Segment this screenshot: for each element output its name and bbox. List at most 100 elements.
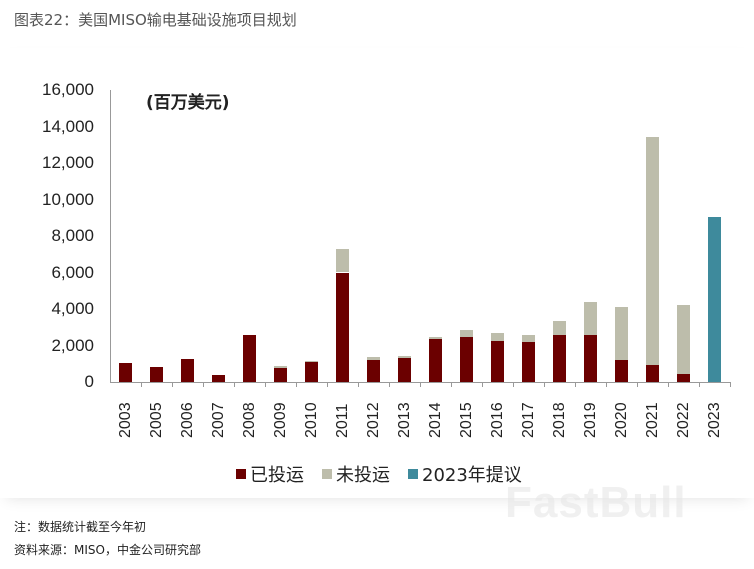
bar-segment — [429, 337, 442, 340]
bar-segment — [243, 334, 256, 382]
x-tick — [699, 382, 700, 387]
x-tick-label: 2021 — [643, 402, 661, 438]
y-tick-label: 16,000 — [42, 80, 94, 99]
x-tick — [513, 382, 514, 387]
bar-segment — [119, 362, 132, 382]
x-tick — [203, 382, 204, 387]
x-tick-label: 2017 — [519, 402, 537, 438]
bar-segment — [615, 360, 628, 382]
x-tick — [420, 382, 421, 387]
legend: 已投运 未投运 2023年提议 — [236, 461, 522, 487]
y-tick-label: 2,000 — [51, 335, 94, 355]
bar-segment — [460, 329, 473, 338]
bar-segment — [708, 216, 721, 382]
x-tick — [141, 382, 142, 387]
x-tick — [172, 382, 173, 387]
bar-segment — [367, 357, 380, 361]
bar-segment — [460, 337, 473, 382]
bar-segment — [491, 332, 504, 341]
bar-segment — [646, 364, 659, 382]
x-tick-label: 2011 — [333, 403, 351, 438]
bar-segment — [336, 248, 349, 273]
bar-segment — [584, 334, 597, 382]
x-tick — [234, 382, 235, 387]
x-tick-label: 2003 — [116, 402, 134, 438]
bar-segment — [553, 320, 566, 336]
legend-item-not-commissioned: 未投运 — [322, 461, 390, 487]
bar-segment — [522, 334, 535, 342]
unit-label: (百万美元) — [146, 93, 230, 113]
bar-segment — [367, 360, 380, 382]
legend-swatch — [408, 469, 418, 479]
bar-segment — [677, 373, 690, 382]
x-tick-label: 2022 — [674, 402, 692, 438]
x-tick — [358, 382, 359, 387]
x-tick — [668, 382, 669, 387]
x-tick-label: 2012 — [364, 402, 382, 438]
y-tick-label: 0 — [84, 372, 94, 391]
x-tick — [296, 382, 297, 387]
y-tick-label: 8,000 — [51, 226, 94, 245]
x-tick — [575, 382, 576, 387]
bar-segment — [522, 341, 535, 382]
x-tick-label: 2010 — [302, 402, 320, 438]
bar-segment — [150, 367, 163, 382]
x-tick — [327, 382, 328, 387]
bar-segment — [646, 137, 659, 365]
bar-segment — [553, 335, 566, 382]
legend-item-2023-proposal: 2023年提议 — [408, 461, 522, 487]
x-tick-label: 2015 — [457, 402, 475, 438]
bar-segment — [491, 340, 504, 382]
bar-segment — [336, 272, 349, 382]
bar-segment — [429, 339, 442, 382]
bar-segment — [212, 374, 225, 382]
bar-segment — [398, 358, 411, 382]
x-tick — [451, 382, 452, 387]
x-tick — [265, 382, 266, 387]
x-tick-label: 2016 — [488, 402, 506, 438]
footnote: 注：数据统计截至今年初 — [14, 520, 147, 534]
bar-segment — [181, 359, 194, 382]
bar-segment — [305, 361, 318, 382]
source-note: 资料来源：MISO，中金公司研究部 — [14, 543, 201, 557]
y-axis-line — [110, 90, 111, 382]
x-tick — [637, 382, 638, 387]
figure-title: 图表22：美国MISO输电基础设施项目规划 — [14, 11, 297, 29]
x-tick-label: 2018 — [550, 402, 568, 438]
legend-swatch — [322, 469, 332, 479]
x-tick — [482, 382, 483, 387]
y-tick-label: 4,000 — [51, 299, 94, 318]
x-tick-label: 2007 — [209, 402, 227, 438]
x-tick-label: 2014 — [426, 402, 444, 438]
legend-swatch — [236, 469, 246, 479]
x-tick-label: 2020 — [612, 402, 630, 438]
watermark: FastBull — [505, 478, 687, 527]
legend-label: 未投运 — [336, 465, 390, 486]
bar-segment — [398, 355, 411, 359]
legend-label: 2023年提议 — [422, 465, 522, 486]
x-tick-label: 2005 — [147, 402, 165, 438]
x-tick — [389, 382, 390, 387]
bar-segment — [615, 307, 628, 361]
x-tick-label: 2019 — [581, 402, 599, 438]
y-tick-label: 10,000 — [42, 189, 94, 209]
y-tick-label: 12,000 — [42, 153, 94, 172]
x-tick-label: 2006 — [178, 402, 196, 438]
bar-segment — [305, 361, 318, 362]
bar-segment — [584, 301, 597, 335]
x-tick-label: 2013 — [395, 402, 413, 438]
y-tick-label: 14,000 — [42, 116, 94, 136]
x-tick — [606, 382, 607, 387]
x-tick-label: 2008 — [240, 402, 258, 438]
chart-panel — [0, 48, 754, 498]
legend-label: 已投运 — [250, 465, 304, 486]
x-tick-label: 2009 — [271, 402, 289, 438]
legend-item-commissioned: 已投运 — [236, 461, 304, 487]
bar-segment — [677, 305, 690, 374]
y-tick-label: 6,000 — [51, 262, 94, 282]
x-tick-label: 2023 — [705, 402, 723, 438]
x-tick — [730, 382, 731, 387]
bar-segment — [274, 366, 287, 369]
bar-segment — [274, 368, 287, 382]
x-tick — [544, 382, 545, 387]
